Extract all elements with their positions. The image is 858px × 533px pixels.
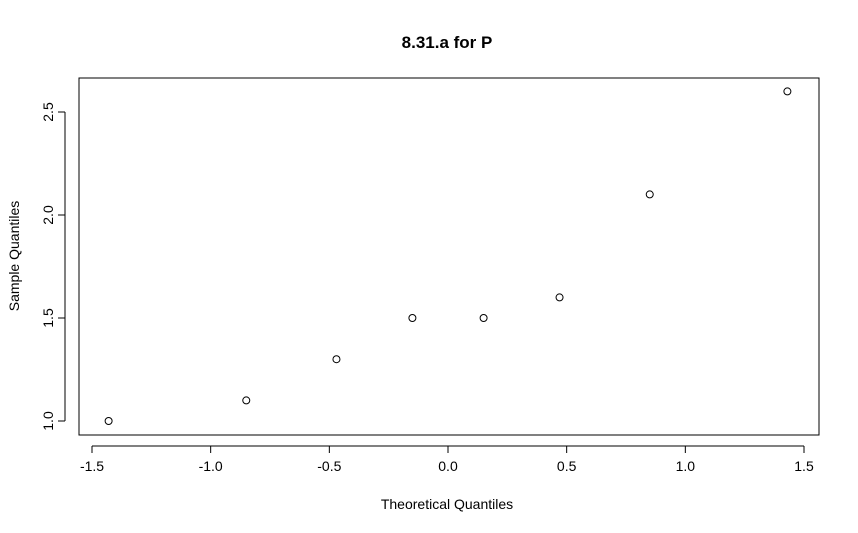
- data-point: [555, 293, 564, 302]
- x-tick-label: -0.5: [317, 458, 341, 474]
- data-point: [332, 355, 341, 364]
- data-points: [104, 87, 792, 425]
- x-axis-label: Theoretical Quantiles: [381, 496, 513, 512]
- x-tick-label: 1.5: [794, 458, 814, 474]
- y-axis-label: Sample Quantiles: [6, 201, 22, 312]
- data-point: [479, 314, 488, 322]
- x-tick-label: 0.5: [557, 458, 577, 474]
- y-axis: 1.0 1.5 2.0 2.5: [40, 102, 66, 431]
- x-axis: -1.5 -1.0 -0.5 0.0 0.5 1.0 1.5: [80, 445, 814, 474]
- chart-title: 8.31.a for P: [402, 33, 493, 52]
- x-tick-label: -1.0: [199, 458, 223, 474]
- data-point: [783, 87, 792, 96]
- x-tick-label: -1.5: [80, 458, 104, 474]
- data-point: [408, 314, 417, 322]
- x-tick-label: 0.0: [438, 458, 458, 474]
- x-tick-label: 1.0: [676, 458, 696, 474]
- data-point: [645, 190, 654, 199]
- y-tick-label: 1.0: [40, 411, 56, 431]
- data-point: [242, 396, 251, 405]
- y-tick-label: 2.5: [40, 102, 56, 122]
- y-tick-label: 2.0: [40, 205, 56, 225]
- plot-frame: [78, 77, 820, 436]
- data-point: [104, 417, 113, 425]
- y-tick-label: 1.5: [40, 308, 56, 328]
